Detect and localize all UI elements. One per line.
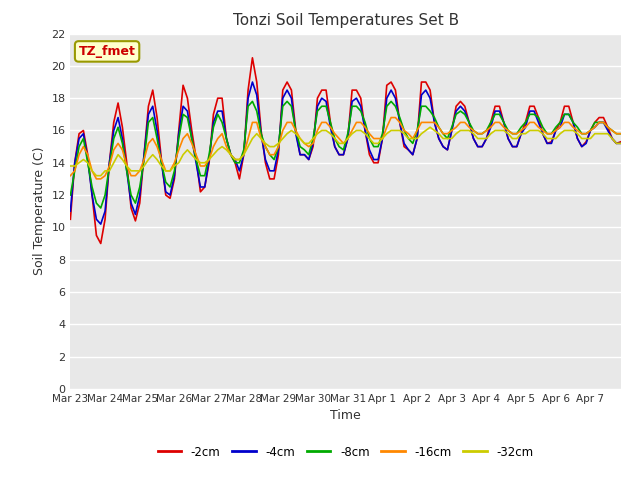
Title: Tonzi Soil Temperatures Set B: Tonzi Soil Temperatures Set B — [232, 13, 459, 28]
Y-axis label: Soil Temperature (C): Soil Temperature (C) — [33, 147, 45, 276]
X-axis label: Time: Time — [330, 409, 361, 422]
Legend: -2cm, -4cm, -8cm, -16cm, -32cm: -2cm, -4cm, -8cm, -16cm, -32cm — [153, 441, 538, 463]
Text: TZ_fmet: TZ_fmet — [79, 45, 136, 58]
